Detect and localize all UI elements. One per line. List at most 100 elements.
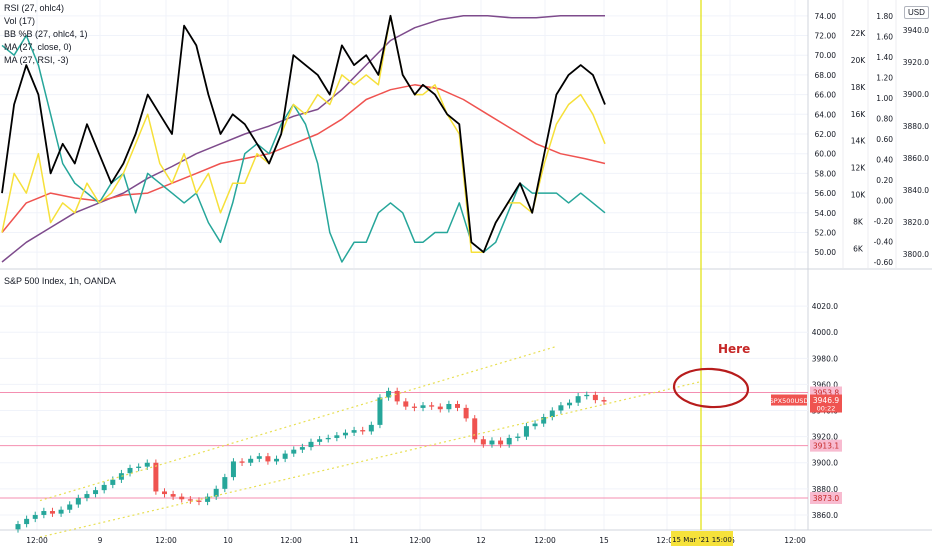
candle-body — [558, 405, 564, 411]
time-axis-label: 12:00 — [280, 536, 302, 545]
candle-body — [127, 467, 133, 474]
candle-body — [411, 406, 417, 408]
time-cursor-label: 15 Mar '21 15:00 — [672, 536, 732, 544]
candle-body — [299, 447, 305, 450]
time-axis-label: 12:00 — [26, 536, 48, 545]
symbol-title[interactable]: S&P 500 Index, 1h, OANDA — [4, 276, 116, 286]
candle-body — [118, 473, 124, 480]
series-ma-close-line — [1, 84, 606, 233]
candle-body — [601, 400, 607, 402]
candle-body — [472, 418, 478, 440]
time-axis-label: 10 — [223, 536, 233, 545]
candle-body — [489, 440, 495, 445]
time-cursor-badge-bg — [671, 531, 733, 546]
price-axis-label: 3880.0 — [812, 485, 838, 494]
series-rsi-line — [1, 14, 606, 254]
time-axis-label: 12:00 — [155, 536, 177, 545]
price-axis-label: 3900.0 — [812, 459, 838, 468]
candle-body — [213, 488, 219, 497]
price-axis-label: 3960.0 — [812, 380, 838, 389]
percent-b-axis-label: -0.20 — [874, 217, 894, 226]
legend-bb[interactable]: BB %B (27, ohlc4, 1) — [4, 29, 88, 39]
candle-body — [368, 424, 374, 432]
percent-b-axis-label: 0.00 — [876, 197, 893, 206]
legend-ma-close[interactable]: MA (27, close, 0) — [4, 42, 72, 52]
time-axis-label: 12 — [476, 536, 486, 545]
legend-vol[interactable]: Vol (17) — [4, 16, 36, 26]
indicator-pane: 50.00 52.00 54.00 56.00 58.00 60.00 62.00 64.00… — [0, 0, 932, 270]
time-axis-label: 12:00 — [784, 536, 806, 545]
candle-body — [584, 394, 590, 397]
percent-b-axis-label: 1.80 — [876, 12, 893, 21]
candle-body — [239, 461, 245, 463]
candle-body — [196, 500, 202, 502]
candle-body — [144, 462, 150, 467]
candle-body — [567, 402, 573, 406]
candle-body — [394, 390, 400, 402]
rsi-axis-label: 66.00 — [815, 91, 837, 100]
candle-body — [162, 491, 167, 495]
price-scale-label: 3820.0 — [903, 218, 929, 227]
rsi-axis-label: 52.00 — [815, 228, 837, 237]
volume-axis-label: 16K — [851, 110, 867, 119]
candle-body — [84, 494, 90, 498]
percent-b-axis-label: -0.40 — [874, 238, 894, 247]
percent-b-axis-label: 1.20 — [876, 74, 893, 83]
percent-b-axis-label: 1.00 — [876, 94, 893, 103]
level-label: 3913.1 — [813, 442, 839, 451]
price-scale-label: 3900.0 — [903, 90, 929, 99]
time-axis-label: 12:00 — [534, 536, 556, 545]
candle-body — [179, 496, 185, 500]
candle-body — [480, 439, 486, 445]
volume-axis-label: 10K — [851, 191, 867, 200]
candle-body — [334, 435, 340, 438]
price-scale-label: 3920.0 — [903, 58, 929, 67]
candle-body — [403, 401, 409, 407]
candle-body — [187, 499, 193, 501]
highlight-ellipse — [672, 367, 750, 409]
price-axis-label: 3920.0 — [812, 433, 838, 442]
rsi-axis-label: 70.00 — [815, 51, 837, 60]
candle-body — [75, 497, 81, 505]
candle-body — [351, 430, 357, 433]
rsi-axis-label: 64.00 — [815, 110, 837, 119]
rsi-axis-label: 74.00 — [815, 12, 837, 21]
time-axis-label: 9 — [98, 536, 103, 545]
volume-axis-label: 18K — [851, 83, 867, 92]
candle-body — [575, 396, 581, 403]
legend-rsi[interactable]: RSI (27, ohlc4) — [4, 3, 65, 13]
volume-axis-label: 22K — [851, 29, 867, 38]
candle-body — [437, 406, 443, 410]
time-axis-label: 11 — [349, 536, 359, 545]
price-scale-label: 3880.0 — [903, 122, 929, 131]
candle-body — [93, 490, 99, 495]
candle-body — [420, 405, 426, 408]
here-annotation: Here — [718, 342, 750, 356]
volume-axis-label: 14K — [851, 137, 867, 146]
price-scale-label: 3940.0 — [903, 26, 929, 35]
channel-lower-line — [39, 381, 701, 538]
price-axis-label: 3980.0 — [812, 354, 838, 363]
candle-body — [41, 511, 47, 515]
candle-body — [515, 436, 521, 438]
legend-ma-rsi[interactable]: MA (27, RSI, -3) — [4, 55, 69, 65]
candle-body — [67, 504, 73, 510]
rsi-axis-label: 56.00 — [815, 189, 837, 198]
volume-axis-label: 12K — [851, 164, 867, 173]
candle-body — [429, 405, 435, 407]
candle-body — [170, 494, 176, 497]
time-axis-label: 12:00 — [409, 536, 431, 545]
candle-body — [455, 404, 460, 408]
symbol-badge-bg — [771, 394, 807, 406]
price-axis-label: 3860.0 — [812, 511, 838, 520]
candle-body — [15, 524, 21, 530]
percent-b-axis-label: 0.80 — [876, 115, 893, 124]
currency-badge[interactable]: USD — [904, 6, 929, 19]
candle-body — [325, 437, 331, 440]
candle-body — [205, 496, 211, 502]
candle-body — [291, 449, 297, 454]
candle-body — [592, 394, 598, 401]
candle-body — [549, 410, 555, 418]
